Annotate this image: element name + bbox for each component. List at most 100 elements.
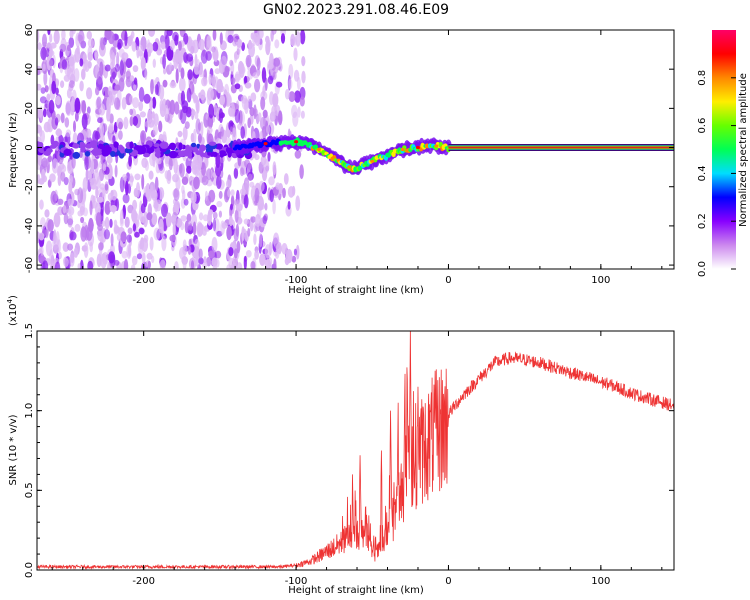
spectrogram-noise-blob [178,41,182,51]
spectrogram-noise-blob [293,47,298,61]
spectrogram-noise-blob [183,33,189,45]
spectrogram-noise-blob [265,35,270,44]
spectrogram-band-blob [129,141,134,149]
spectrogram-noise-blob [194,238,200,250]
spectrogram-noise-blob [134,173,141,181]
spectrogram-noise-blob [41,157,48,168]
spectrogram-noise-blob [275,182,281,190]
spectrogram-noise-blob [190,132,195,143]
spectrogram-noise-blob [287,186,295,198]
spectrogram-noise-blob [213,104,218,116]
spectrogram-noise-blob [161,235,167,252]
spectrogram-noise-blob [41,169,46,182]
spectrogram-noise-blob [60,80,65,88]
spectrogram-noise-blob [145,261,149,268]
spectrogram-noise-blob [68,181,73,194]
snr-y-axis: 0.0 0.5 1.0 1.5 [24,323,674,578]
spectrogram-y-axis: -60 -40 -20 0 20 40 60 [24,24,674,273]
spectrogram-noise-blob [245,54,252,68]
spectrogram-noise-blob [96,175,101,189]
spectrogram-band-blob [113,141,119,148]
spectrogram-noise-blob [54,117,59,126]
colorbar-tick-label: 0.0 [697,261,708,277]
spectrogram-noise-blob [136,253,143,260]
spectrogram-noise-blob [72,54,77,64]
spectrogram-noise-blob [106,155,113,164]
spectrogram-noise-blob [96,196,104,203]
spectrogram-noise-blob [182,239,187,250]
spectrogram-noise-blob [104,64,111,72]
x-tick-label: 0 [445,275,451,286]
spectrogram-noise-blob [247,95,251,102]
spectrogram-noise-blob [270,30,274,42]
spectrogram-frame [36,29,675,270]
spectrogram-noise-blob [162,54,167,69]
spectrogram-noise-blob [125,180,129,196]
spectrogram-noise-blob [138,86,145,103]
spectrogram-noise-blob [185,106,192,118]
spectrogram-noise-blob [241,226,245,242]
colorbar-tick-label: 0.4 [697,165,708,181]
spectrogram-noise-blob [140,130,147,143]
spectrogram-noise-blob [240,126,245,139]
spectrogram-noise-blob [79,80,84,92]
spectrogram-noise-blob [177,130,183,138]
spectrogram-noise-blob [178,53,182,64]
snr-panel: -200 -100 0 100 0.0 0.5 1.0 1.5 Height of stra… [6,295,675,596]
spectrogram-noise-blob [103,229,110,240]
spectrogram-noise-blob [77,263,81,269]
y-tick-label: 60 [24,24,35,37]
spectrogram-noise-blob [206,89,211,106]
x-tick-label: -100 [285,275,308,286]
colorbar-tick-label: 0.2 [697,213,708,229]
spectrogram-noise-blob [174,261,179,269]
spectrogram-noise-blob [243,218,249,225]
spectrogram-noise-blob [283,173,289,185]
spectrogram-noise-blob [88,217,94,233]
spectrogram-band-blob [212,151,218,157]
spectrogram-band-blob [178,150,186,158]
spectrogram-noise-blob [215,152,221,168]
spectrogram-noise-blob [69,231,77,241]
spectrogram-noise-blob [156,187,160,203]
spectrogram-noise-blob [109,218,113,228]
spectrogram-noise-blob [186,53,194,62]
spectrogram-noise-blob [230,189,235,197]
spectrogram-noise-blob [96,96,102,109]
spectrogram-noise-blob [60,171,66,182]
spectrogram-noise-blob [55,95,61,106]
spectrogram-noise-blob [39,96,47,104]
snr-plot-area [37,331,674,570]
spectrogram-noise-blob [68,206,75,216]
spectrogram-noise-blob [216,200,223,208]
spectrogram-noise-blob [262,85,266,97]
spectrogram-noise-blob [300,110,305,119]
spectrogram-noise-blob [272,199,276,215]
spectrogram-noise-blob [218,190,223,199]
spectrogram-noise-blob [46,93,51,102]
spectrogram-noise-blob [130,31,135,39]
spectrogram-noise-blob [119,209,124,225]
spectrogram-noise-blob [106,96,111,113]
spectrogram-noise-blob [220,126,224,137]
spectrogram-noise-blob [277,110,283,126]
spectrogram-noise-blob [208,73,213,85]
spectrogram-noise-blob [62,242,69,253]
spectrogram-noise-blob [89,200,93,216]
spectrogram-noise-blob [194,53,198,68]
spectrogram-noise-blob [269,189,275,203]
spectrogram-noise-blob [47,219,54,232]
spectrogram-noise-blob [247,227,251,237]
spectrogram-noise-blob [38,232,45,241]
spectrogram-noise-blob [202,229,207,236]
spectrogram-hotspot [400,147,405,152]
spectrogram-noise-blob [95,86,100,96]
spectrogram-noise-blob [272,161,277,176]
y-tick-label: -40 [24,218,35,234]
spectrogram-noise-blob [114,164,118,178]
spectrogram-noise-blob [258,233,263,248]
spectrogram-noise-blob [114,84,121,91]
spectrogram-noise-blob [295,31,301,47]
spectrogram-noise-blob [232,33,240,43]
spectrogram-noise-blob [272,187,276,194]
